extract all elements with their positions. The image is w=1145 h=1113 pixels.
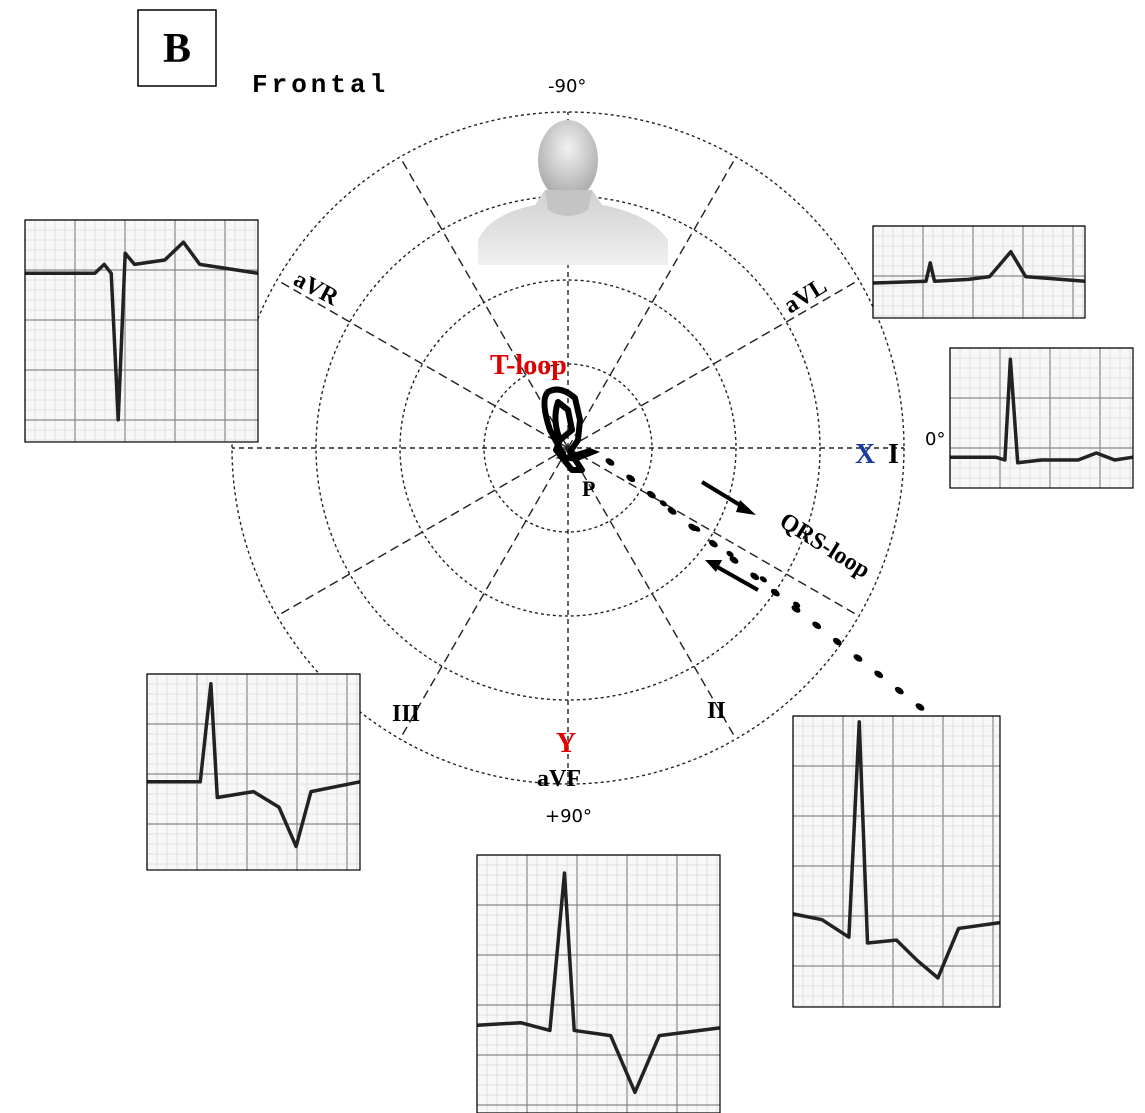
qrs-dot: [759, 575, 768, 584]
qrs-dot: [604, 457, 616, 468]
loop-label: P: [582, 476, 595, 501]
ecg-background: [793, 716, 1000, 1007]
qrs-dot: [625, 473, 637, 484]
lead-label: III: [392, 701, 420, 727]
lead-label: aVR: [289, 266, 343, 311]
ecg-strips: [25, 220, 1133, 1113]
diagram: B Frontal -90° 0° +90° aVR aVL X I II II…: [0, 0, 1145, 1113]
ecg-background: [147, 674, 360, 870]
angle-label: 0°: [925, 429, 945, 450]
lead-label: aVL: [779, 273, 831, 319]
ecg-strip: [793, 716, 1000, 1007]
lead-label: aVF: [537, 766, 581, 792]
lead-label: I: [888, 439, 899, 470]
qrs-dot: [873, 669, 885, 680]
ecg-strip: [873, 226, 1085, 318]
qrs-dot: [811, 620, 823, 631]
ecg-strip: [147, 674, 360, 870]
panel-label: B: [163, 26, 191, 72]
axis-label: X: [855, 439, 875, 470]
ecg-background: [477, 855, 720, 1113]
ecg-background: [25, 220, 258, 442]
head-figure: [478, 120, 668, 265]
ecg-strip: [477, 855, 720, 1113]
qrs-dot: [914, 702, 926, 713]
axis-line: [400, 448, 568, 739]
loop-label: QRS-loop: [775, 508, 875, 584]
loop-label: T-loop: [490, 350, 567, 381]
qrs-dot: [832, 636, 844, 647]
qrs-dot: [852, 653, 864, 664]
qrs-dot: [749, 571, 761, 582]
axis-line: [277, 448, 568, 616]
ecg-strip: [25, 220, 258, 442]
angle-label: +90°: [545, 806, 592, 827]
axis-label: Y: [556, 728, 576, 759]
lead-label: II: [707, 698, 726, 724]
title: Frontal: [252, 70, 389, 100]
qrs-dot: [659, 499, 668, 508]
angle-label: -90°: [548, 76, 586, 97]
ecg-strip: [950, 348, 1133, 488]
qrs-dot: [894, 685, 906, 696]
